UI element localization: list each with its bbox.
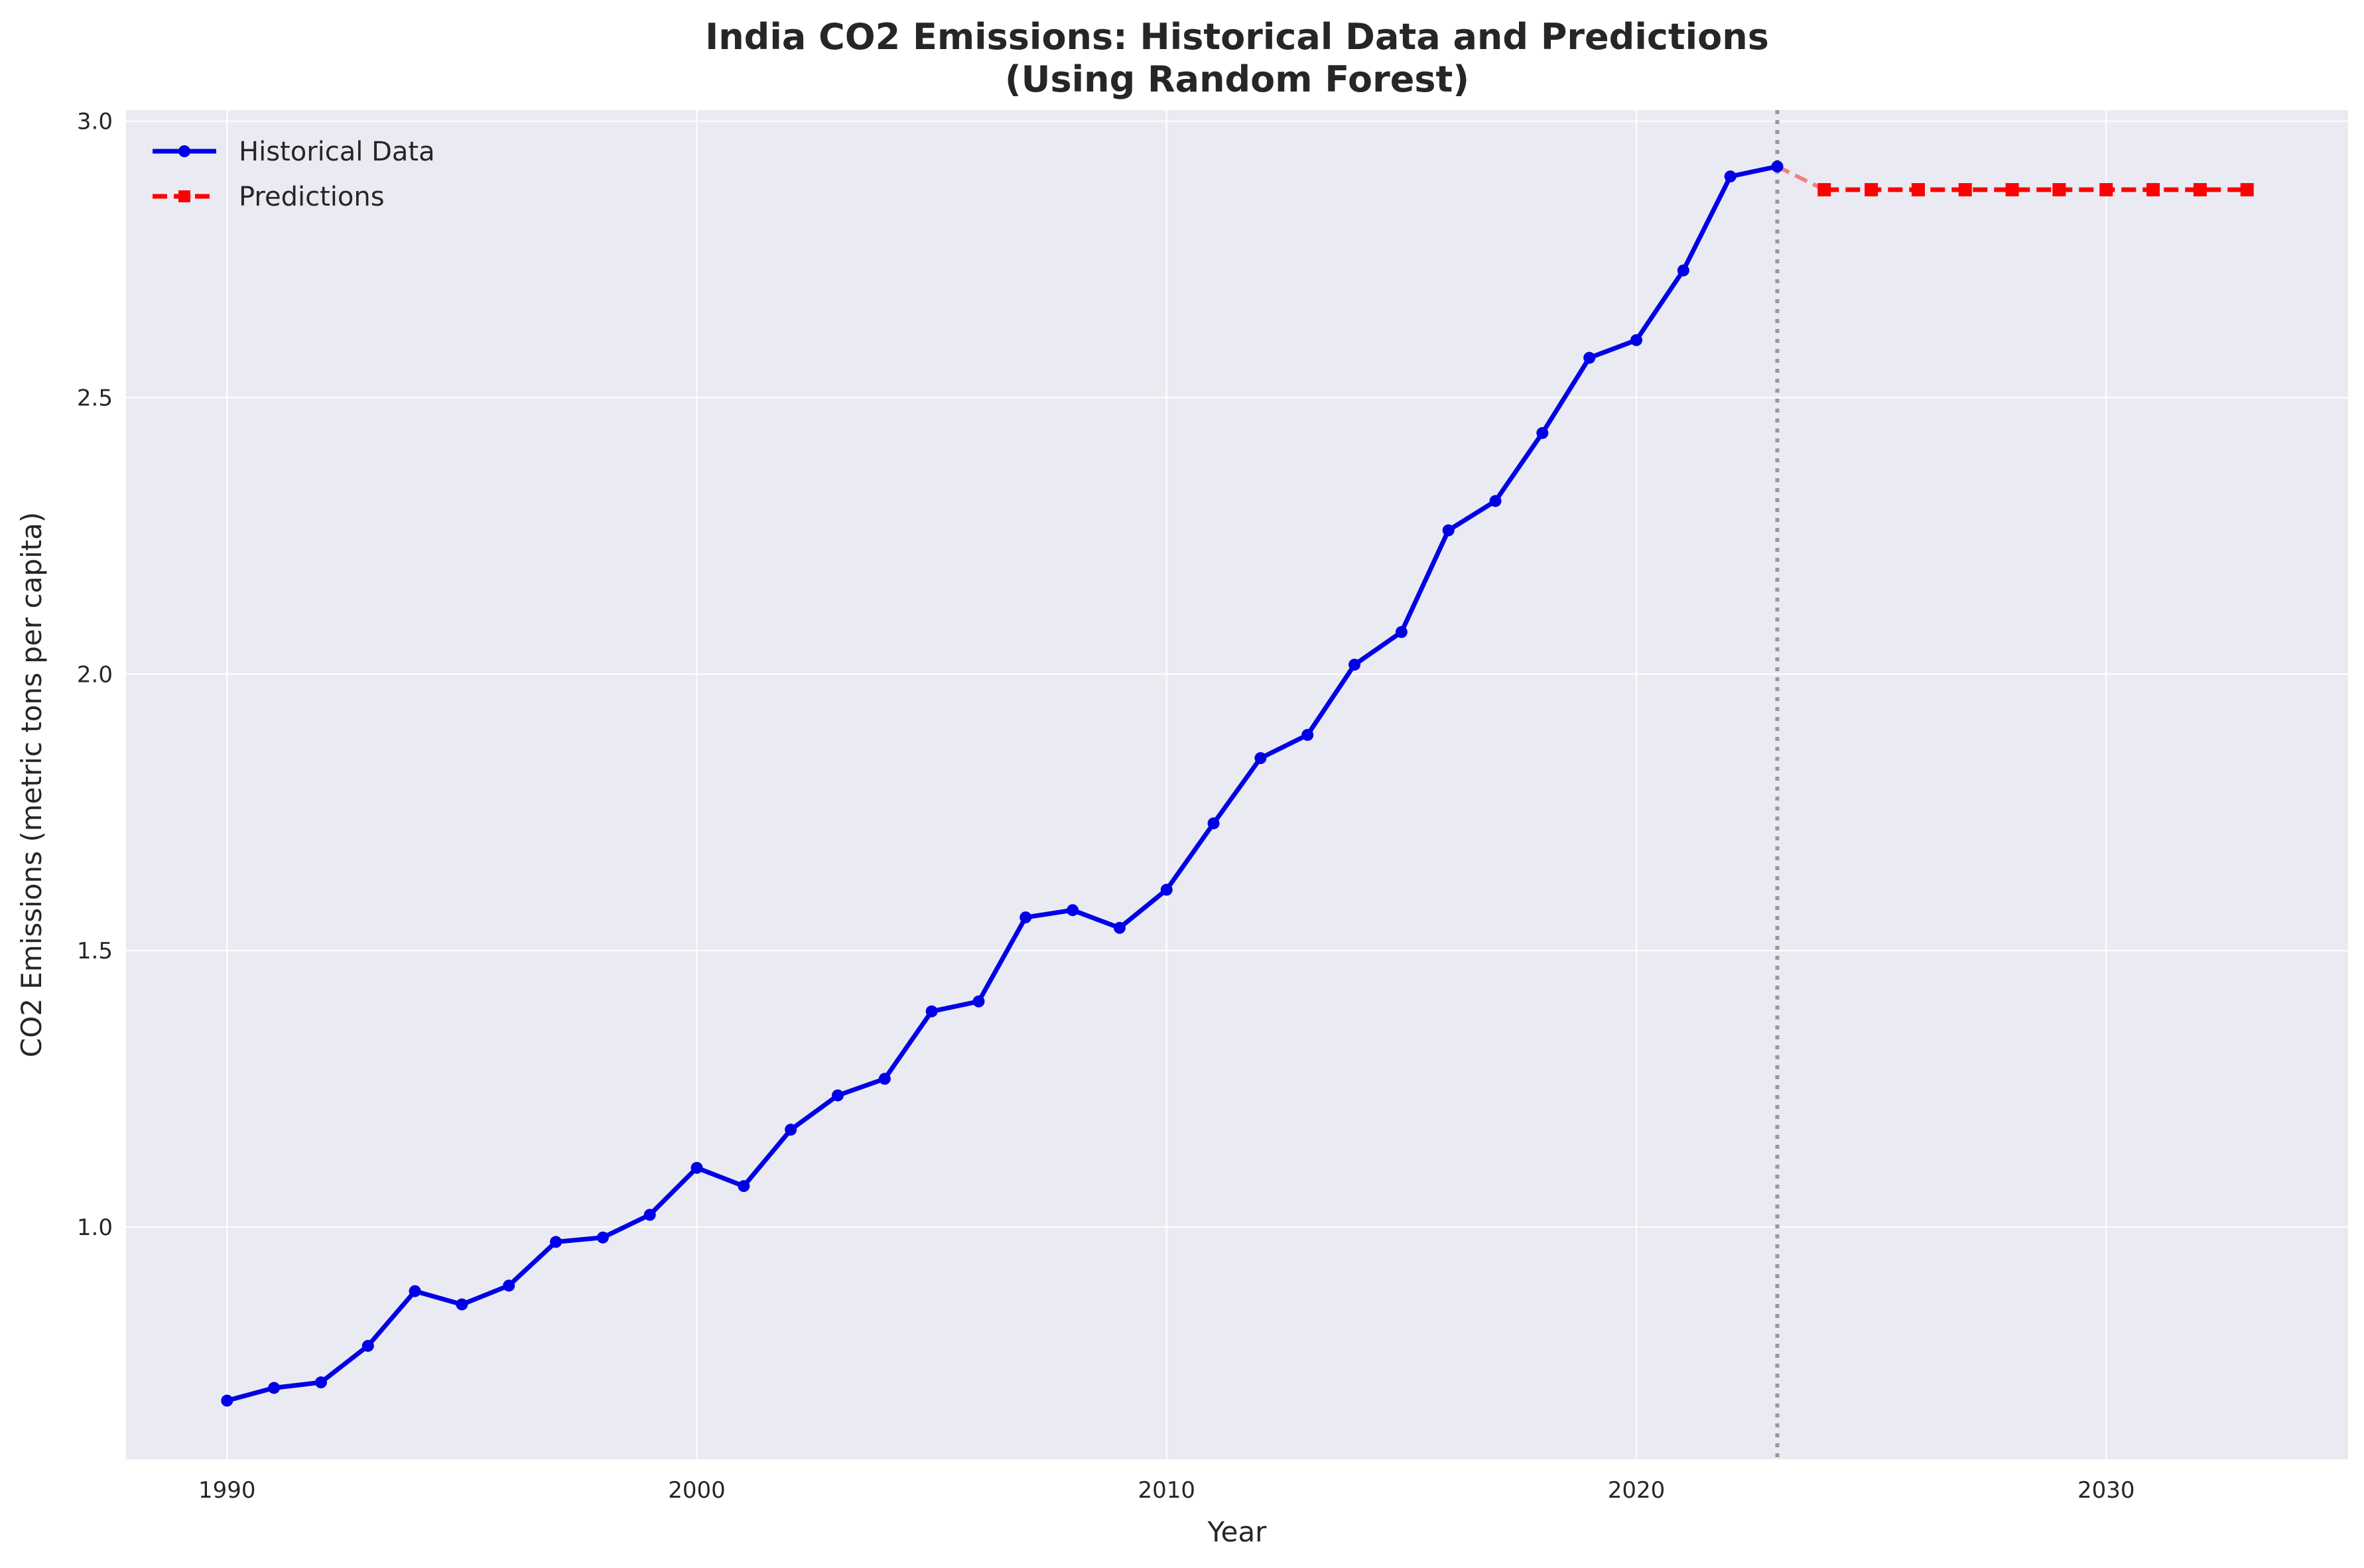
- y-axis-label: CO2 Emissions (metric tons per capita): [15, 512, 48, 1057]
- historical-point-1997: [550, 1236, 562, 1248]
- prediction-point-2026: [1911, 183, 1925, 197]
- historical-point-1995: [456, 1298, 468, 1311]
- historical-point-2008: [1067, 904, 1079, 917]
- prediction-point-2024: [1817, 183, 1831, 197]
- historical-point-2021: [1677, 264, 1689, 277]
- historical-point-1991: [268, 1382, 281, 1394]
- x-tick-label-2010: 2010: [1138, 1477, 1195, 1504]
- series-layer: [221, 161, 2254, 1407]
- historical-point-1993: [361, 1340, 374, 1352]
- historical-point-1999: [643, 1209, 656, 1221]
- legend-historical-marker: [178, 145, 190, 157]
- historical-point-1994: [409, 1285, 421, 1297]
- historical-point-2000: [690, 1161, 703, 1174]
- y-tick-label-1: 1.0: [77, 1214, 113, 1241]
- prediction-point-2032: [2193, 183, 2207, 197]
- historical-point-2020: [1630, 334, 1643, 346]
- historical-point-2006: [972, 995, 985, 1008]
- chart-title: India CO2 Emissions: Historical Data and…: [705, 16, 1769, 58]
- grid: [126, 110, 2348, 1459]
- historical-point-2009: [1113, 921, 1126, 934]
- prediction-point-2029: [2052, 183, 2066, 197]
- chart-subtitle: (Using Random Forest): [1005, 58, 1469, 100]
- historical-point-2007: [1019, 911, 1032, 924]
- historical-point-2022: [1724, 170, 1737, 183]
- forecast-connector-line: [1776, 164, 1825, 192]
- historical-point-2015: [1395, 625, 1408, 638]
- historical-data-line: [226, 164, 1778, 1403]
- historical-point-2011: [1207, 817, 1220, 830]
- y-ticks: 1.0 1.5 2.0 2.5 3.0: [77, 109, 113, 1241]
- prediction-point-2025: [1865, 183, 1878, 197]
- y-tick-label-1.5: 1.5: [77, 938, 113, 964]
- y-tick-label-2: 2.0: [77, 661, 113, 688]
- x-tick-label-2030: 2030: [2077, 1477, 2135, 1504]
- prediction-point-2028: [2005, 183, 2019, 197]
- historical-point-2012: [1254, 751, 1267, 764]
- legend-historical-label: Historical Data: [239, 137, 435, 167]
- x-axis-label: Year: [1207, 1516, 1268, 1548]
- historical-point-2018: [1536, 426, 1549, 439]
- historical-point-2017: [1489, 495, 1502, 507]
- historical-point-1996: [503, 1279, 515, 1292]
- historical-point-2005: [925, 1005, 938, 1017]
- historical-point-1992: [314, 1376, 327, 1389]
- historical-point-2001: [738, 1180, 750, 1193]
- prediction-point-2030: [2099, 183, 2113, 197]
- legend-predictions-label: Predictions: [239, 182, 385, 212]
- y-tick-label-2.5: 2.5: [77, 385, 113, 411]
- historical-point-1998: [596, 1231, 609, 1244]
- legend-predictions-marker: [178, 190, 190, 202]
- historical-point-2013: [1301, 728, 1314, 741]
- y-tick-label-3: 3.0: [77, 109, 113, 135]
- historical-point-1990: [221, 1394, 233, 1407]
- prediction-point-2027: [1958, 183, 1972, 197]
- historical-point-2023: [1771, 161, 1784, 173]
- historical-point-2014: [1348, 659, 1361, 671]
- x-ticks: 1990 2000 2010 2020 2030: [198, 1477, 2135, 1504]
- x-tick-label-2020: 2020: [1608, 1477, 1666, 1504]
- historical-point-2004: [878, 1073, 891, 1085]
- x-tick-label-2000: 2000: [668, 1477, 726, 1504]
- historical-point-2016: [1442, 524, 1455, 537]
- historical-point-2002: [785, 1124, 797, 1136]
- historical-point-2019: [1583, 352, 1596, 364]
- historical-point-2003: [831, 1089, 844, 1102]
- prediction-point-2033: [2240, 183, 2254, 197]
- plot-area: [126, 110, 2348, 1459]
- x-tick-label-1990: 1990: [198, 1477, 256, 1504]
- prediction-point-2031: [2146, 183, 2160, 197]
- historical-point-2010: [1160, 883, 1173, 896]
- legend: Historical Data Predictions: [153, 137, 435, 212]
